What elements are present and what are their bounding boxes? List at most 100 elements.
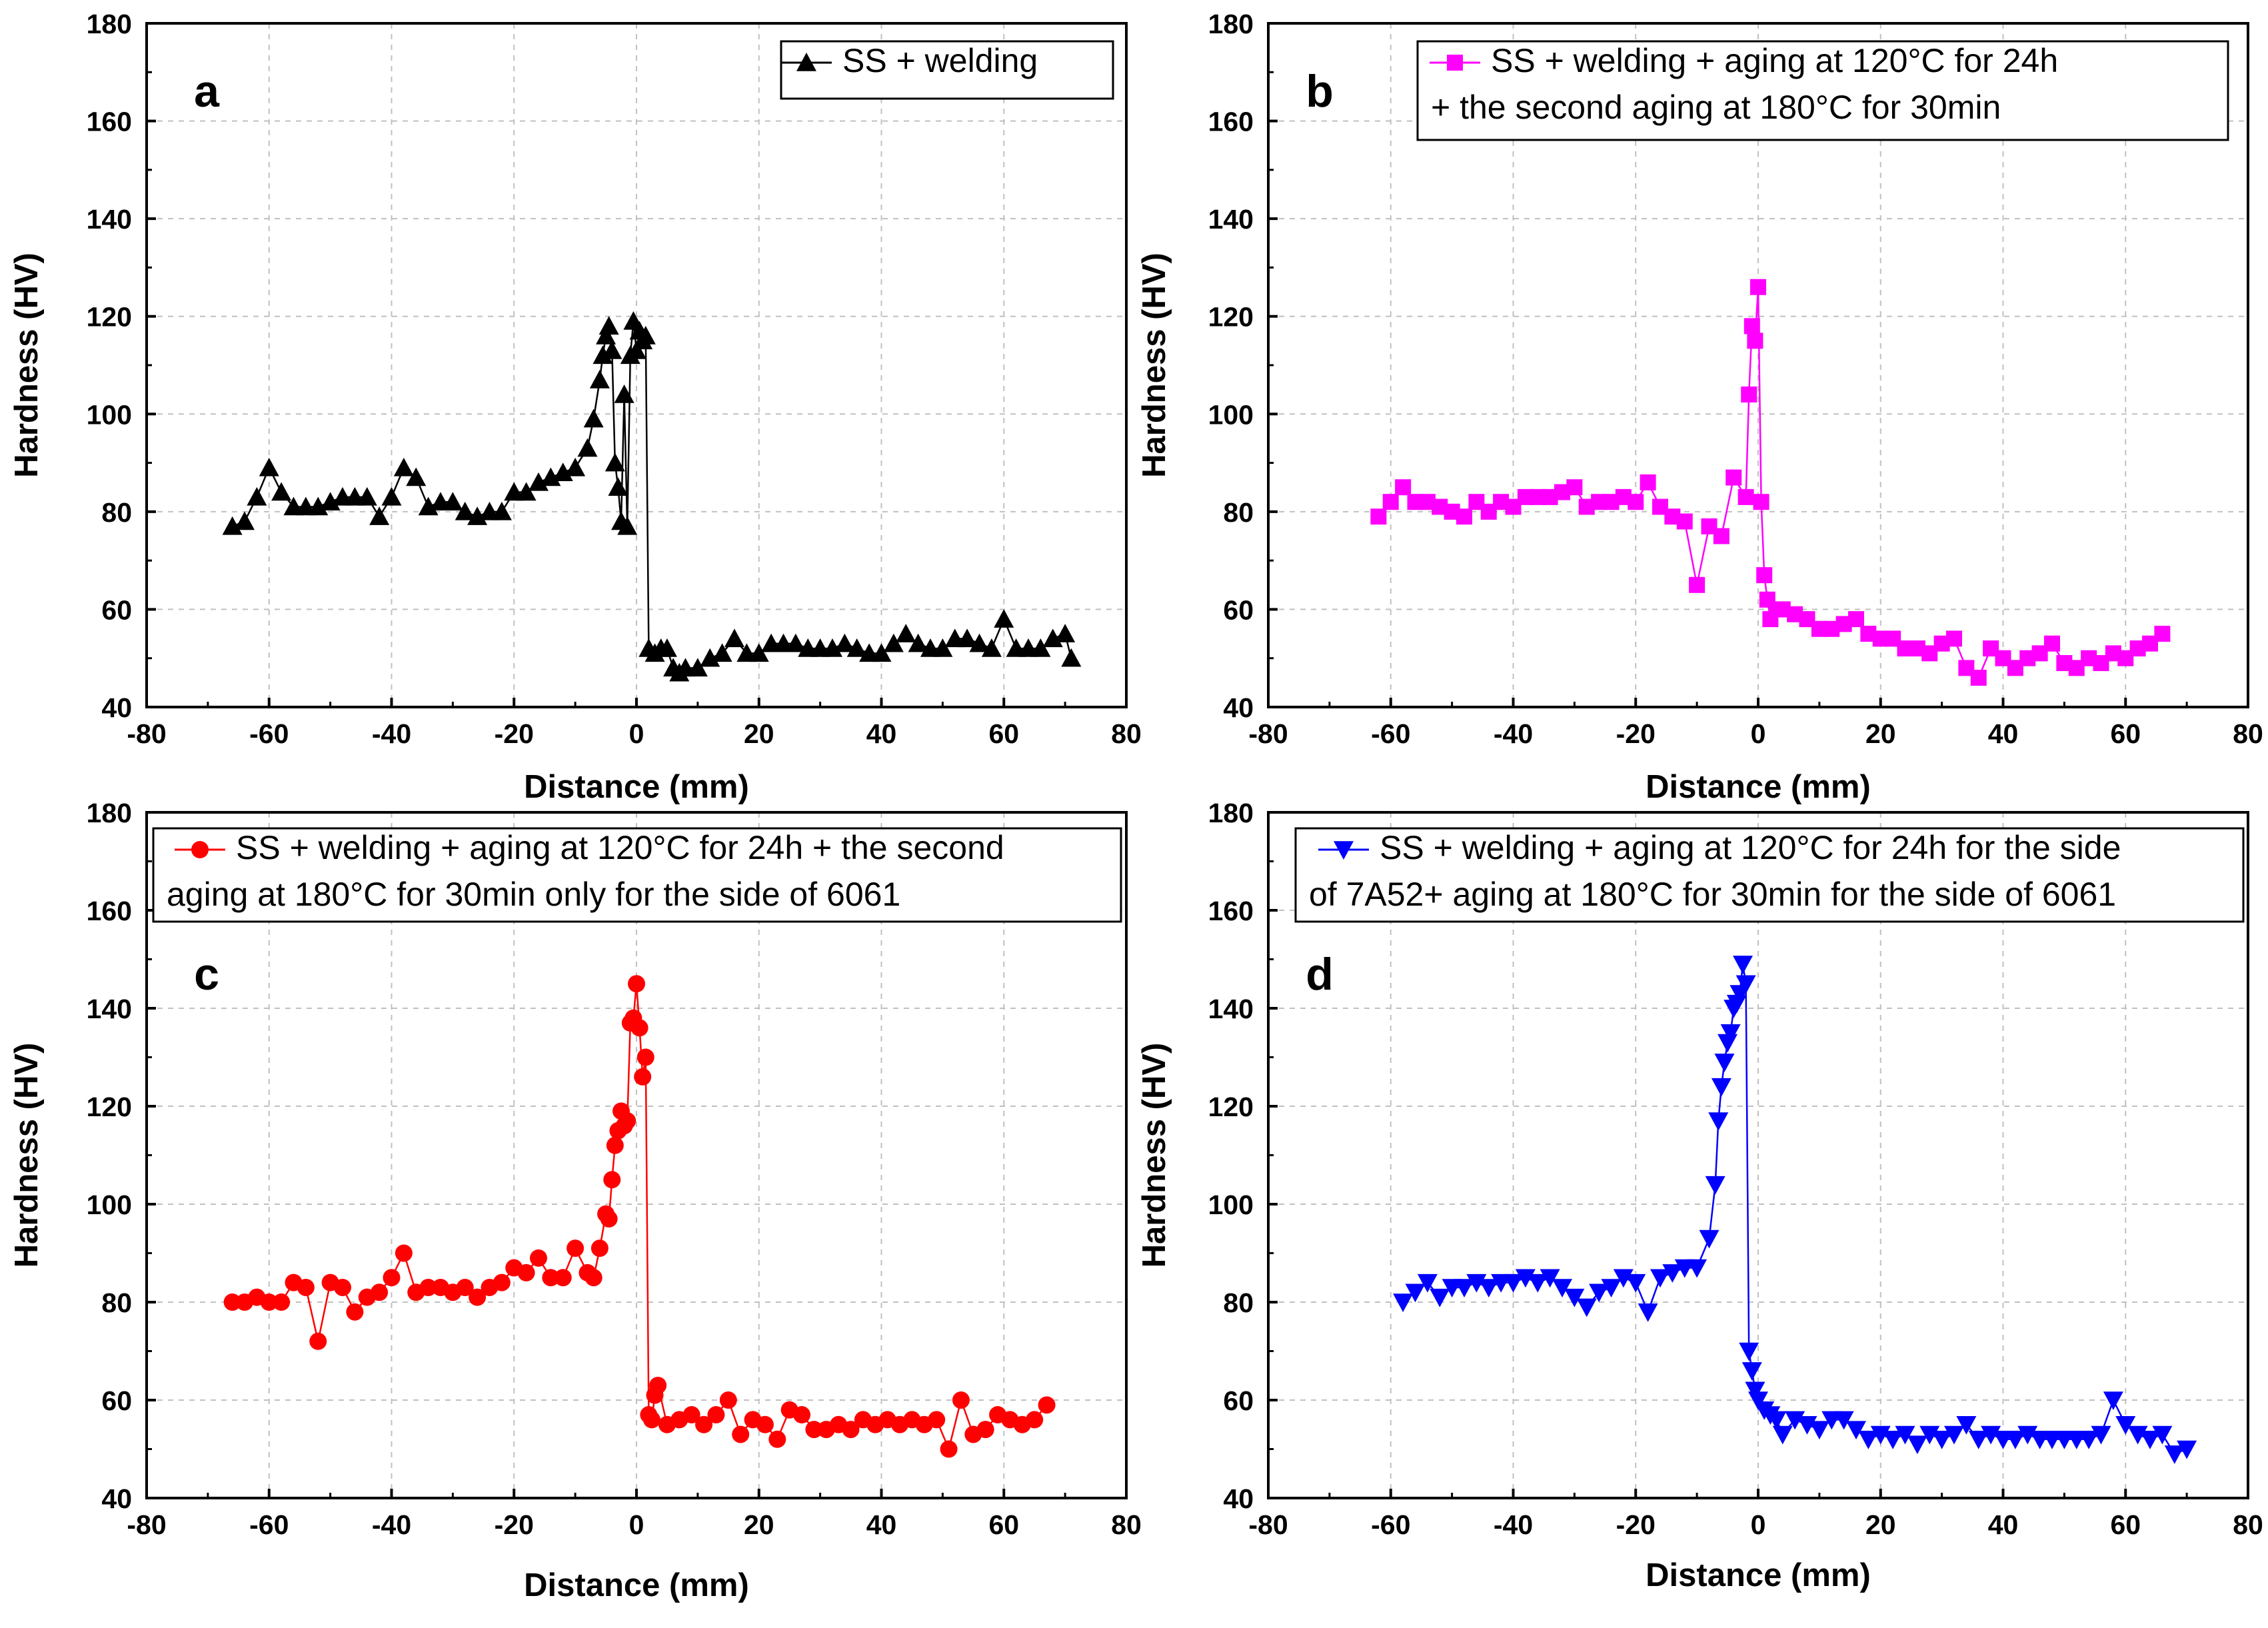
y-axis-title: Hardness (HV) <box>1136 253 1172 478</box>
x-tick-label: -80 <box>1248 1509 1288 1540</box>
data-point <box>1689 576 1705 593</box>
data-point <box>517 1263 535 1281</box>
data-point <box>724 628 744 648</box>
data-point <box>908 633 928 652</box>
chart-panel-d: -80 -60 -40 -20 0 20 40 60 80 40 60 80 100 120 140 160 1… <box>1136 798 2263 1593</box>
data-point <box>554 1269 572 1287</box>
data-point <box>981 638 1002 657</box>
y-tick-label: 100 <box>1208 399 1254 430</box>
data-point <box>1895 1425 1915 1445</box>
data-point <box>1970 670 1987 686</box>
data-point <box>592 345 613 365</box>
data-point <box>1848 611 1864 628</box>
data-point <box>1907 1435 1927 1455</box>
y-tick-label: 120 <box>87 1092 132 1122</box>
data-point <box>2017 1425 2038 1445</box>
data-point <box>614 384 634 403</box>
data-point <box>1956 1416 1977 1435</box>
data-point <box>1430 1288 1450 1307</box>
data-point <box>357 486 377 506</box>
data-point <box>395 1244 413 1262</box>
data-point <box>1883 1431 1903 1449</box>
data-point <box>634 1068 652 1086</box>
data-point <box>1753 494 1769 510</box>
legend-label: + the second aging at 180°C for 30min <box>1431 89 2001 126</box>
data-point <box>260 1293 278 1311</box>
data-point <box>309 1332 327 1350</box>
y-tick-label: 60 <box>1223 1385 1254 1416</box>
data-point <box>1638 1303 1658 1322</box>
y-tick-label: 100 <box>1208 1190 1254 1220</box>
data-point <box>1968 1431 1989 1449</box>
x-tick-label: 20 <box>744 718 774 749</box>
y-tick-label: 60 <box>101 594 132 625</box>
data-point <box>602 341 622 359</box>
y-tick-label: 60 <box>101 1385 132 1416</box>
y-tick-label: 80 <box>101 1287 132 1318</box>
data-point <box>493 1273 511 1291</box>
data-point <box>1038 1396 1056 1414</box>
x-tick-label: 80 <box>1111 1509 1142 1540</box>
y-tick-label: 180 <box>87 9 132 39</box>
legend-box <box>152 827 1122 923</box>
x-axis-title: Distance (mm) <box>1646 1557 1871 1593</box>
data-point <box>822 638 842 657</box>
x-tick-label: 20 <box>744 1509 774 1540</box>
data-point <box>603 1171 621 1189</box>
x-tick-label: 40 <box>1988 718 2019 749</box>
x-tick-label: -20 <box>495 718 534 749</box>
x-tick-label: 60 <box>988 718 1019 749</box>
data-point <box>969 633 990 652</box>
y-tick-label: 40 <box>1223 692 1254 723</box>
data-point <box>393 457 414 476</box>
x-tick-label: 20 <box>1865 718 1896 749</box>
series-markers <box>223 975 1056 1458</box>
x-tick-label: 0 <box>629 718 644 749</box>
data-point <box>635 326 656 345</box>
data-point <box>1417 1273 1438 1293</box>
y-tick-label: 40 <box>101 692 132 723</box>
data-point <box>1626 1273 1646 1293</box>
y-axis-title: Hardness (HV) <box>1136 1043 1172 1268</box>
data-point <box>834 633 855 652</box>
y-axis-title: Hardness (HV) <box>9 1043 45 1268</box>
data-point <box>259 457 279 476</box>
data-point <box>1797 1416 1817 1435</box>
data-point <box>1454 1279 1474 1297</box>
y-tick-label: 160 <box>1208 107 1254 137</box>
x-tick-label: -60 <box>249 1509 289 1540</box>
x-tick-label: 80 <box>1111 718 1142 749</box>
y-tick-label: 180 <box>87 798 132 828</box>
data-point <box>1946 630 1962 647</box>
data-point <box>1809 1421 1829 1440</box>
data-point <box>1741 386 1757 403</box>
data-point <box>596 326 616 345</box>
data-point <box>732 1425 750 1443</box>
data-point <box>346 1303 364 1321</box>
data-point <box>2140 1431 2160 1449</box>
legend-label: SS + welding + aging at 120°C for 24h <box>1491 42 2058 79</box>
data-point <box>334 1278 351 1296</box>
data-point <box>456 1278 474 1296</box>
data-point <box>1739 1342 1759 1361</box>
data-point <box>896 624 916 642</box>
y-tick-label: 80 <box>1223 1287 1254 1318</box>
data-point <box>2005 1431 2025 1449</box>
x-tick-label: 80 <box>2233 718 2263 749</box>
y-tick-label: 100 <box>87 1190 132 1220</box>
x-tick-label: 60 <box>2110 1509 2141 1540</box>
data-point <box>590 1239 608 1257</box>
data-point <box>529 472 549 491</box>
data-point <box>695 1415 713 1433</box>
data-point <box>406 467 427 486</box>
legend-label: aging at 180°C for 30min only for the si… <box>167 876 900 913</box>
y-tick-label: 160 <box>1208 896 1254 926</box>
legend-label: of 7A52+ aging at 180°C for 30min for th… <box>1309 876 2116 913</box>
x-tick-label: -20 <box>1616 718 1656 749</box>
data-point <box>608 477 628 496</box>
data-point <box>1613 1269 1634 1288</box>
data-point <box>1528 1273 1548 1293</box>
data-point <box>1042 628 1063 648</box>
data-point <box>1745 1381 1765 1401</box>
